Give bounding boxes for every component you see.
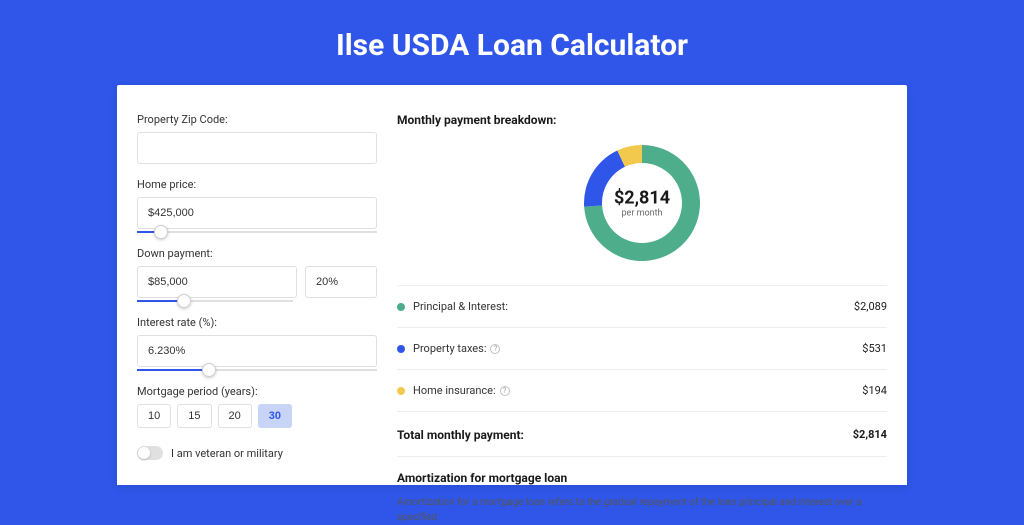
- veteran-label: I am veteran or military: [171, 447, 283, 460]
- home-price-input[interactable]: [137, 197, 377, 229]
- total-value: $2,814: [853, 428, 887, 442]
- form-column: Property Zip Code: Home price: Down paym…: [137, 113, 377, 485]
- donut-chart: $2,814 per month: [582, 143, 702, 263]
- interest-input[interactable]: [137, 335, 377, 367]
- period-field-group: Mortgage period (years): 1015 2030: [137, 385, 377, 428]
- breakdown-title: Monthly payment breakdown:: [397, 113, 887, 127]
- divider: [397, 369, 887, 370]
- down-payment-field-group: Down payment:: [137, 247, 377, 302]
- period-button-10[interactable]: 10: [137, 404, 171, 428]
- period-label: Mortgage period (years):: [137, 385, 377, 398]
- amortization-title: Amortization for mortgage loan: [397, 471, 887, 485]
- period-button-30[interactable]: 30: [258, 404, 292, 428]
- interest-field-group: Interest rate (%):: [137, 316, 377, 371]
- legend-value: $531: [862, 342, 887, 355]
- legend-row: Principal & Interest:$2,089: [397, 294, 887, 319]
- down-payment-slider[interactable]: [137, 300, 293, 302]
- veteran-toggle[interactable]: [137, 446, 163, 460]
- legend-row: Property taxes:?$531: [397, 336, 887, 361]
- interest-slider-thumb[interactable]: [202, 363, 216, 377]
- total-row: Total monthly payment: $2,814: [397, 420, 887, 456]
- total-label: Total monthly payment:: [397, 428, 853, 442]
- down-payment-slider-thumb[interactable]: [177, 294, 191, 308]
- veteran-toggle-knob: [138, 447, 150, 459]
- page-title: Ilse USDA Loan Calculator: [0, 0, 1024, 85]
- legend-label: Principal & Interest:: [413, 300, 854, 313]
- legend-label: Property taxes:?: [413, 342, 862, 355]
- donut-center: $2,814 per month: [614, 188, 670, 219]
- info-icon[interactable]: ?: [500, 386, 510, 396]
- home-price-slider-thumb[interactable]: [154, 225, 168, 239]
- donut-chart-wrap: $2,814 per month: [397, 137, 887, 277]
- calculator-card: Property Zip Code: Home price: Down paym…: [117, 85, 907, 485]
- period-button-15[interactable]: 15: [177, 404, 211, 428]
- donut-amount: $2,814: [614, 188, 670, 209]
- interest-label: Interest rate (%):: [137, 316, 377, 329]
- legend-value: $2,089: [854, 300, 887, 313]
- legend-label: Home insurance:?: [413, 384, 862, 397]
- period-button-20[interactable]: 20: [218, 404, 252, 428]
- legend-dot: [397, 303, 405, 311]
- amortization-text: Amortization for a mortgage loan refers …: [397, 495, 887, 525]
- home-price-field-group: Home price:: [137, 178, 377, 233]
- down-payment-label: Down payment:: [137, 247, 377, 260]
- legend-row: Home insurance:?$194: [397, 378, 887, 403]
- divider: [397, 327, 887, 328]
- zip-input[interactable]: [137, 132, 377, 164]
- legend-dot: [397, 387, 405, 395]
- interest-slider[interactable]: [137, 369, 377, 371]
- down-payment-amount-input[interactable]: [137, 266, 297, 298]
- zip-label: Property Zip Code:: [137, 113, 377, 126]
- legend-value: $194: [862, 384, 887, 397]
- divider: [397, 411, 887, 412]
- legend-dot: [397, 345, 405, 353]
- breakdown-column: Monthly payment breakdown: $2,814 per mo…: [397, 113, 887, 485]
- veteran-toggle-row: I am veteran or military: [137, 446, 377, 460]
- home-price-label: Home price:: [137, 178, 377, 191]
- period-buttons: 1015 2030: [137, 404, 377, 428]
- info-icon[interactable]: ?: [490, 344, 500, 354]
- zip-field-group: Property Zip Code:: [137, 113, 377, 164]
- amortization-section: Amortization for mortgage loan Amortizat…: [397, 456, 887, 525]
- home-price-slider[interactable]: [137, 231, 377, 233]
- down-payment-pct-input[interactable]: [305, 266, 377, 298]
- donut-sub: per month: [614, 209, 670, 219]
- divider: [397, 285, 887, 286]
